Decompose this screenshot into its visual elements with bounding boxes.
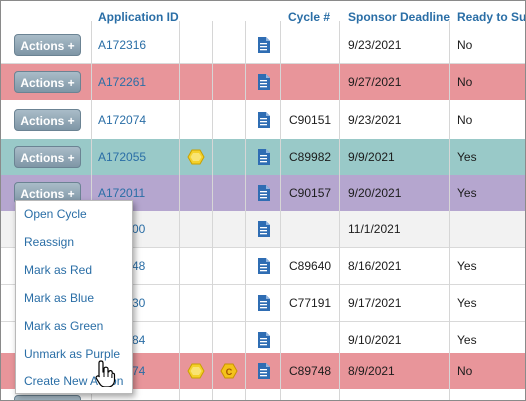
menu-unmark-as-purple[interactable]: Unmark as Purple	[24, 347, 121, 361]
document-icon[interactable]	[257, 295, 270, 311]
actions-button[interactable]: Actions +	[14, 34, 81, 56]
document-icon[interactable]	[257, 332, 270, 348]
sponsor-deadline: 9/9/2021	[348, 150, 395, 164]
application-id-link[interactable]: 00	[132, 222, 146, 236]
document-icon[interactable]	[257, 112, 270, 128]
cycle-number: C89640	[289, 259, 332, 273]
c-coin-icon: C	[220, 363, 238, 379]
document-icon[interactable]	[257, 74, 270, 90]
col-cycle[interactable]: Cycle #	[288, 10, 331, 24]
gold-coin-icon	[187, 363, 205, 379]
ready-to-submit: Yes	[457, 333, 477, 347]
application-id-link[interactable]: 30	[132, 296, 146, 310]
actions-dropdown-menu: Open Cycle Reassign Mark as Red Mark as …	[15, 200, 133, 394]
table-header: Application ID Cycle # Sponsor Deadline …	[1, 1, 525, 31]
table-row: Actions + A172074 C90151 9/23/2021 No	[1, 102, 525, 138]
document-icon[interactable]	[257, 221, 270, 237]
ready-to-submit: No	[457, 75, 473, 89]
cycle-number: C89748	[289, 364, 332, 378]
application-id-link[interactable]: A172316	[98, 38, 147, 52]
table-row: 84 9/10/2021 Yes	[1, 322, 525, 358]
document-icon[interactable]	[257, 363, 270, 379]
table-row: Actions + A172316 9/23/2021 No	[1, 27, 525, 63]
ready-to-submit: No	[457, 113, 473, 127]
col-sponsor-deadline[interactable]: Sponsor Deadline	[348, 10, 451, 24]
menu-mark-as-red[interactable]: Mark as Red	[24, 263, 93, 277]
cycle-number: C77191	[289, 296, 332, 310]
table-row: 30 C77191 9/17/2021 Yes	[1, 285, 525, 321]
ready-to-submit: Yes	[457, 150, 477, 164]
menu-mark-as-green[interactable]: Mark as Green	[24, 319, 104, 333]
application-id-link[interactable]: 48	[132, 259, 146, 273]
actions-button[interactable]: Actions +	[14, 71, 81, 93]
ready-to-submit: Yes	[457, 186, 477, 200]
sponsor-deadline: 8/16/2021	[348, 259, 402, 273]
sponsor-deadline: 9/27/2021	[348, 75, 402, 89]
application-id-link[interactable]: A172011	[98, 186, 146, 200]
ready-to-submit: Yes	[457, 296, 477, 310]
cycle-number: C90157	[289, 186, 332, 200]
document-icon[interactable]	[257, 37, 270, 53]
sponsor-deadline: 11/1/2021	[348, 222, 401, 236]
document-icon[interactable]	[257, 185, 270, 201]
actions-button[interactable]	[14, 395, 81, 400]
actions-button[interactable]: Actions +	[14, 109, 81, 131]
document-icon[interactable]	[257, 258, 270, 274]
ready-to-submit: No	[457, 38, 473, 52]
table-row: Actions + A172055 C89982 9/9/2021 Yes	[1, 139, 525, 175]
gold-coin-icon	[187, 149, 205, 165]
col-application-id[interactable]: Application ID	[98, 10, 179, 24]
cycle-number: C89982	[289, 150, 332, 164]
document-icon[interactable]	[257, 149, 270, 165]
application-id-link[interactable]: 74	[132, 364, 146, 378]
menu-reassign[interactable]: Reassign	[24, 235, 75, 249]
application-id-link[interactable]: A172055	[98, 150, 147, 164]
table-row: Actions + A172011 C90157 9/20/2021 Yes	[1, 175, 525, 211]
cycle-number: C90151	[289, 113, 332, 127]
sponsor-deadline: 9/23/2021	[348, 38, 402, 52]
hand-pointer-icon	[95, 360, 116, 387]
application-id-link[interactable]: A172074	[98, 113, 147, 127]
col-ready-to-submit[interactable]: Ready to Sub	[457, 10, 526, 24]
menu-mark-as-blue[interactable]: Mark as Blue	[24, 291, 95, 305]
menu-open-cycle[interactable]: Open Cycle	[24, 207, 87, 221]
table-row: Actions + A172261 9/27/2021 No	[1, 64, 525, 100]
ready-to-submit: No	[457, 364, 473, 378]
sponsor-deadline: 9/20/2021	[348, 186, 402, 200]
actions-button[interactable]: Actions +	[14, 182, 81, 204]
sponsor-deadline: 9/23/2021	[348, 113, 402, 127]
table-row: 48 C89640 8/16/2021 Yes	[1, 248, 525, 284]
sponsor-deadline: 9/10/2021	[348, 333, 402, 347]
application-id-link[interactable]: 84	[132, 333, 146, 347]
ready-to-submit: Yes	[457, 259, 477, 273]
actions-button[interactable]: Actions +	[14, 146, 81, 168]
sponsor-deadline: 8/9/2021	[348, 364, 395, 378]
application-id-link[interactable]: A172261	[98, 75, 147, 89]
sponsor-deadline: 9/17/2021	[348, 296, 402, 310]
c-coin-letter: C	[226, 367, 233, 377]
